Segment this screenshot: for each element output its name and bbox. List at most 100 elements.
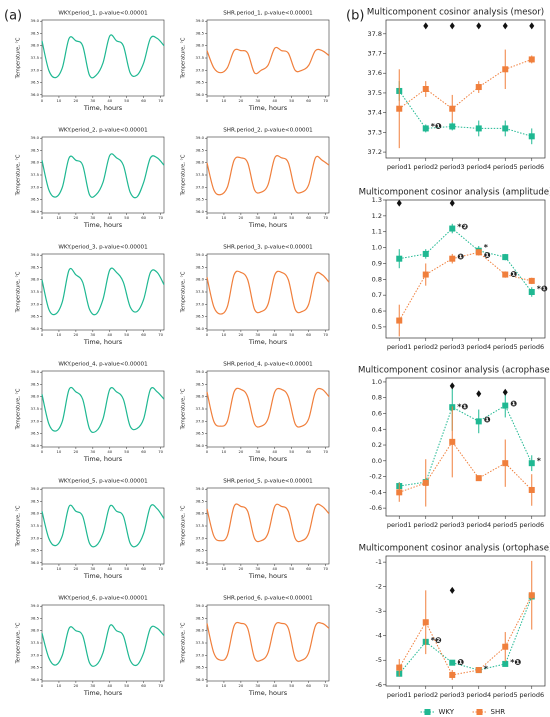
y-tick-label: 36.0 <box>31 92 40 97</box>
x-tick-label: 0 <box>206 215 209 220</box>
y-tick-label: 38.0 <box>196 277 205 282</box>
point-marker <box>422 86 429 92</box>
x-tick-label: period3 <box>440 163 465 171</box>
point-marker <box>502 660 509 667</box>
annotation: ❶ <box>510 400 517 409</box>
y-tick-label: 39.0 <box>196 603 205 608</box>
y-tick-label: 37.0 <box>31 418 40 423</box>
y-tick-label: 36.5 <box>31 80 40 85</box>
y-tick-label: 36.5 <box>31 431 40 436</box>
x-tick-label: 70 <box>323 215 328 220</box>
y-tick-label: 39.0 <box>31 135 40 140</box>
x-tick-label: 40 <box>272 332 277 337</box>
panel-label: (b) <box>346 9 364 24</box>
plot-frame <box>385 555 546 687</box>
x-tick-label: 40 <box>272 683 277 688</box>
x-tick-label: 10 <box>57 332 62 337</box>
x-tick-label: period4 <box>466 691 491 699</box>
x-tick-label: 70 <box>323 98 328 103</box>
legend-label: SHR <box>491 708 506 716</box>
point-marker <box>449 438 456 445</box>
y-tick-label: 38.0 <box>31 160 40 165</box>
y-tick-label: 0.0 <box>372 457 382 465</box>
annotation: * <box>484 664 489 673</box>
subplot-title: WKY.period_2, p-value<0.00001 <box>58 128 148 134</box>
y-tick-label: 37.0 <box>31 535 40 540</box>
y-tick-label: 37.0 <box>196 652 205 657</box>
x-axis-label: Time, hours <box>248 338 288 346</box>
x-tick-label: 60 <box>306 98 311 103</box>
x-tick-label: 60 <box>141 449 146 454</box>
x-tick-label: 0 <box>206 683 209 688</box>
y-tick-label: 1.0 <box>372 378 382 386</box>
x-tick-label: period1 <box>387 691 412 699</box>
y-tick-label: 37.5 <box>368 89 382 97</box>
y-tick-label: 0.8 <box>372 394 382 402</box>
y-tick-label: 36.5 <box>196 197 205 202</box>
x-axis-label: Time, hours <box>83 221 123 229</box>
x-tick-label: 10 <box>222 566 227 571</box>
x-tick-label: 20 <box>238 449 243 454</box>
subplot-title: SHR.period_1, p-value<0.00001 <box>223 11 313 17</box>
y-tick-label: 39.0 <box>196 135 205 140</box>
x-tick-label: period1 <box>387 521 412 529</box>
x-tick-label: period4 <box>466 343 491 351</box>
x-tick-label: 70 <box>323 566 328 571</box>
x-tick-label: 50 <box>124 332 129 337</box>
temperature-line <box>206 387 330 428</box>
x-tick-label: period4 <box>466 521 491 529</box>
x-tick-label: period3 <box>440 343 465 351</box>
x-tick-label: 60 <box>306 566 311 571</box>
temperature-line <box>41 267 165 316</box>
y-axis-label: Temperature, °C <box>16 388 22 430</box>
significance-diamond <box>502 388 508 396</box>
y-tick-label: -4 <box>376 632 382 640</box>
y-tick-label: 38.5 <box>196 147 205 152</box>
x-axis-label: Time, hours <box>83 338 123 346</box>
x-tick-label: 20 <box>238 566 243 571</box>
y-tick-label: 36.0 <box>31 443 40 448</box>
x-axis-label: Time, hours <box>83 572 123 580</box>
x-tick-label: 20 <box>238 683 243 688</box>
x-tick-label: 10 <box>57 98 62 103</box>
y-tick-label: -1 <box>376 558 382 566</box>
x-tick-label: 40 <box>272 449 277 454</box>
x-tick-label: 30 <box>255 683 260 688</box>
y-tick-label: 38.0 <box>196 511 205 516</box>
series-line <box>398 58 532 110</box>
x-tick-label: 70 <box>323 332 328 337</box>
x-tick-label: 30 <box>90 683 95 688</box>
annotation: ❶ <box>510 270 517 279</box>
subplot-title: WKY.period_5, p-value<0.00001 <box>58 479 148 485</box>
y-tick-label: 37.8 <box>368 30 382 38</box>
x-tick-label: 10 <box>57 449 62 454</box>
point-marker <box>396 255 403 262</box>
subplot-title: WKY.period_3, p-value<0.00001 <box>58 245 148 251</box>
chart-title: Multicomponent cosinor analysis (ortopha… <box>359 544 550 554</box>
x-tick-label: 0 <box>41 449 44 454</box>
y-tick-label: 37.0 <box>31 184 40 189</box>
temperature-line <box>41 504 165 548</box>
annotation: *❶ <box>431 122 442 131</box>
y-tick-label: 38.5 <box>196 498 205 503</box>
x-tick-label: 40 <box>107 332 112 337</box>
series-line <box>398 596 533 675</box>
x-tick-label: 70 <box>158 683 163 688</box>
point-marker <box>502 460 509 467</box>
y-tick-label: 38.5 <box>196 381 205 386</box>
x-tick-label: period4 <box>466 163 491 171</box>
y-tick-label: 36.5 <box>31 665 40 670</box>
temperature-line <box>206 503 330 543</box>
point-marker <box>475 84 482 91</box>
y-tick-label: -0.2 <box>369 473 382 481</box>
y-tick-label: 39.0 <box>31 18 40 23</box>
y-tick-label: 37.0 <box>196 67 205 72</box>
x-tick-label: 10 <box>222 683 227 688</box>
y-tick-label: 37.5 <box>196 172 205 177</box>
y-tick-label: 37.5 <box>31 289 40 294</box>
x-tick-label: 10 <box>222 449 227 454</box>
significance-diamond <box>502 22 508 30</box>
x-tick-label: 50 <box>124 215 129 220</box>
chart-title: Multicomponent cosinor analysis (acropha… <box>358 366 550 376</box>
point-marker <box>528 460 535 467</box>
